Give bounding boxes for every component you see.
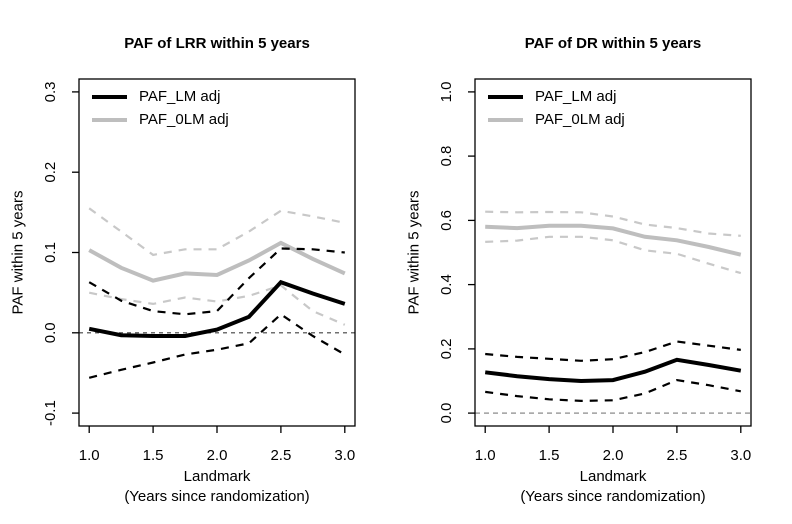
plot-title-dr: PAF of DR within 5 years xyxy=(524,35,702,52)
plot-title-lrr: PAF of LRR within 5 years xyxy=(124,35,310,52)
legend-lrr: PAF_LM adj PAF_0LM adj xyxy=(92,85,229,131)
series-line-paf-lm-adj xyxy=(484,357,742,384)
y-tick-label: 0.4 xyxy=(438,274,455,295)
x-tick-label: 2.0 xyxy=(207,447,228,464)
y-tick-label: 0.2 xyxy=(42,162,59,183)
legend-item-paf-0lm: PAF_0LM adj xyxy=(92,108,229,131)
legend-item-paf-lm: PAF_LM adj xyxy=(488,85,625,108)
legend-label-paf-0lm: PAF_0LM adj xyxy=(139,111,229,128)
plot-box xyxy=(474,78,752,427)
black-line-swatch xyxy=(92,94,127,99)
lrr-plot-svg: 1.0 1.5 2.0 2.5 3.0 -0.1 0.0 0.1 0.2 0.3 xyxy=(42,78,356,464)
x-axis-label-lrr: Landmark (Years since randomization) xyxy=(79,467,355,507)
y-tick-label: -0.1 xyxy=(42,400,59,426)
y-tick-label: 0.8 xyxy=(438,146,455,167)
x-tick-label: 3.0 xyxy=(730,447,751,464)
panel-dr: PAF of DR within 5 years PAF within 5 ye… xyxy=(396,0,792,524)
series-line-paf-lm-adj-upper-ci xyxy=(485,340,741,362)
legend-label-paf-lm: PAF_LM adj xyxy=(535,88,617,105)
x-tick-label: 3.0 xyxy=(334,447,355,464)
x-axis-label-line1: Landmark xyxy=(183,468,251,485)
legend-dr: PAF_LM adj PAF_0LM adj xyxy=(488,85,625,131)
y-tick-label: 0.6 xyxy=(438,210,455,231)
legend-label-paf-0lm: PAF_0LM adj xyxy=(535,111,625,128)
y-tick-label: 0.3 xyxy=(42,81,59,102)
series-line-paf-0lm-adj-upper-ci xyxy=(88,207,346,257)
series-line-paf-lm-adj xyxy=(88,279,346,338)
y-tick-label: 0.1 xyxy=(42,242,59,263)
y-tick-label: 0.0 xyxy=(42,322,59,343)
series-line-paf-lm-adj-upper-ci xyxy=(88,247,345,316)
dr-plot-svg: 1.0 1.5 2.0 2.5 3.0 0.0 0.2 0.4 0.6 0.8 1.0 xyxy=(438,78,752,464)
y-tick-label: 0.0 xyxy=(438,403,455,424)
x-tick-label: 2.5 xyxy=(666,447,687,464)
legend-label-paf-lm: PAF_LM adj xyxy=(139,88,221,105)
x-axis-label-line2: (Years since randomization) xyxy=(520,488,706,505)
legend-item-paf-lm: PAF_LM adj xyxy=(92,85,229,108)
series-line-paf-0lm-adj-lower-ci xyxy=(485,235,742,275)
panel-lrr: PAF of LRR within 5 years PAF within 5 y… xyxy=(10,35,356,507)
x-tick-label: 1.0 xyxy=(79,447,100,464)
legend-item-paf-0lm: PAF_0LM adj xyxy=(488,108,625,131)
black-line-swatch xyxy=(488,94,523,99)
x-tick-label: 2.5 xyxy=(270,447,291,464)
plot-box xyxy=(78,78,356,427)
series-line-paf-lm-adj-lower-ci xyxy=(88,312,346,379)
series-line-paf-0lm-adj xyxy=(88,240,346,283)
x-tick-label: 2.0 xyxy=(603,447,624,464)
x-tick-label: 1.5 xyxy=(143,447,164,464)
x-tick-label: 1.0 xyxy=(475,447,496,464)
series-line-paf-0lm-adj xyxy=(485,223,742,257)
gray-line-swatch xyxy=(92,117,127,122)
x-axis-label-line2: (Years since randomization) xyxy=(124,488,310,505)
y-tick-label: 1.0 xyxy=(438,81,455,102)
x-tick-label: 1.5 xyxy=(539,447,560,464)
series-line-paf-lm-adj-lower-ci xyxy=(485,378,742,403)
x-axis-label-line1: Landmark xyxy=(579,468,647,485)
series-line-paf-0lm-adj-upper-ci xyxy=(485,210,741,237)
x-axis-label-dr: Landmark (Years since randomization) xyxy=(475,467,751,507)
gray-line-swatch xyxy=(488,117,523,122)
y-tick-label: 0.2 xyxy=(438,338,455,359)
